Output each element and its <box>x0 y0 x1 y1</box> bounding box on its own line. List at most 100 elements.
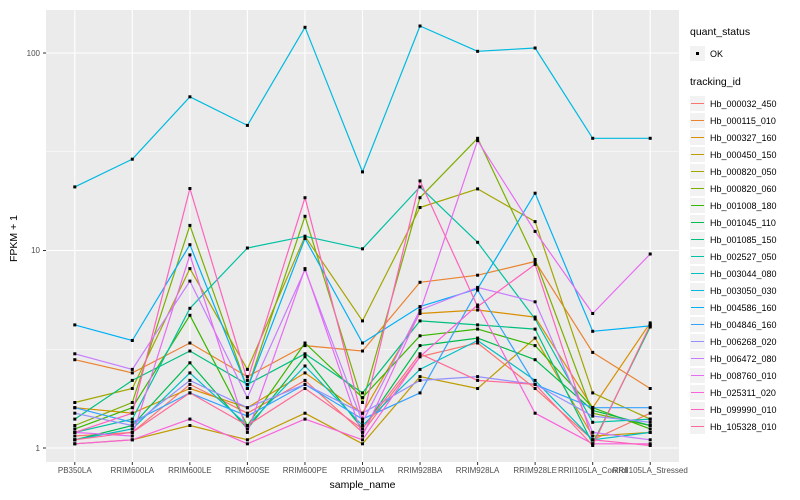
x-tick-label: RRII105LA_Stressed <box>612 466 688 475</box>
data-point <box>245 396 249 400</box>
data-point <box>418 305 422 309</box>
line-color-key <box>690 283 705 298</box>
data-point <box>648 323 652 327</box>
data-point <box>73 401 77 404</box>
legend-key-line <box>691 374 704 377</box>
data-point <box>533 262 537 266</box>
data-point <box>476 308 480 312</box>
data-point <box>188 417 192 421</box>
data-point <box>418 319 422 323</box>
legend-item-Hb_003050_030: Hb_003050_030 <box>690 283 777 298</box>
y-tick-label: 100 <box>26 48 40 58</box>
y-axis-title: FPKM + 1 <box>8 215 55 274</box>
data-point <box>361 430 364 434</box>
data-point <box>303 378 307 382</box>
data-point <box>476 323 480 327</box>
line-color-key <box>690 147 705 162</box>
data-point <box>188 95 192 99</box>
data-point <box>476 387 480 390</box>
data-point <box>648 427 652 431</box>
data-point <box>73 406 77 410</box>
data-point <box>361 349 364 353</box>
data-point <box>418 355 422 359</box>
data-point <box>591 438 595 442</box>
data-point <box>648 136 652 140</box>
legend-item-label: Hb_099990_010 <box>710 404 777 415</box>
data-point <box>533 46 537 50</box>
data-point <box>476 240 480 244</box>
data-point <box>303 237 307 240</box>
line-color-key <box>690 113 705 128</box>
data-point <box>476 339 480 342</box>
legend-key-line <box>691 119 704 122</box>
data-point <box>476 49 480 53</box>
x-tick-label: RRIM600LA <box>110 466 155 475</box>
legend-key-line <box>691 357 704 360</box>
legend-key-line <box>691 153 704 156</box>
y-tick-label: 10 <box>31 246 40 255</box>
legend-item-label: Hb_001085_150 <box>710 234 777 245</box>
x-tick-label: PB350LA <box>57 466 92 475</box>
data-point <box>303 234 307 238</box>
legend-key-line <box>691 272 704 275</box>
data-point <box>188 371 192 375</box>
legend-item-Hb_008760_010: Hb_008760_010 <box>690 368 777 383</box>
legend: quant_status OK tracking_id Hb_000032_45… <box>690 26 777 436</box>
data-point <box>361 319 364 323</box>
data-point <box>73 424 77 427</box>
tracking-legend-items: Hb_000032_450 Hb_000115_010 Hb_000327_160 H… <box>690 96 777 434</box>
data-point <box>476 136 480 140</box>
legend-key-line <box>691 289 704 292</box>
data-point <box>73 185 77 189</box>
data-point <box>73 442 77 446</box>
data-point <box>303 382 307 386</box>
data-point <box>418 378 422 382</box>
data-point <box>418 375 422 379</box>
data-point <box>188 391 192 395</box>
data-point <box>73 427 77 431</box>
data-point <box>418 185 422 189</box>
data-point <box>476 378 480 382</box>
legend-item-Hb_004846_160: Hb_004846_160 <box>690 317 777 332</box>
data-point <box>73 358 77 362</box>
data-point <box>533 300 537 304</box>
data-point <box>361 417 364 421</box>
data-point <box>188 424 192 427</box>
data-point <box>130 438 134 442</box>
point-marker-key <box>690 46 705 61</box>
legend-item-Hb_001045_110: Hb_001045_110 <box>690 215 777 230</box>
data-point <box>245 387 249 390</box>
data-point <box>591 136 595 140</box>
legend-item-Hb_000115_010: Hb_000115_010 <box>690 113 777 128</box>
legend-key-line <box>691 323 704 326</box>
line-color-key <box>690 402 705 417</box>
data-point <box>73 411 77 415</box>
data-point <box>591 312 595 315</box>
legend-item-Hb_000327_160: Hb_000327_160 <box>690 130 777 145</box>
legend-item-Hb_001085_150: Hb_001085_150 <box>690 232 777 247</box>
legend-item-label: Hb_105328_010 <box>710 421 777 432</box>
data-point <box>648 417 652 421</box>
data-point <box>188 253 192 257</box>
data-point <box>361 438 364 442</box>
data-point <box>130 417 134 421</box>
data-point <box>303 267 307 271</box>
legend-key-line <box>691 425 704 428</box>
data-point <box>245 438 249 442</box>
legend-item-label: Hb_001045_110 <box>710 217 776 228</box>
data-point <box>476 187 480 191</box>
data-point <box>418 344 422 348</box>
data-point <box>648 442 652 446</box>
data-point <box>361 427 364 431</box>
x-tick-label: RRIM600LE <box>168 466 212 475</box>
legend-item-label: Hb_000032_450 <box>710 98 777 109</box>
data-point <box>188 187 192 190</box>
data-point <box>591 420 595 424</box>
legend-item-Hb_004586_160: Hb_004586_160 <box>690 300 777 315</box>
data-point <box>303 196 307 200</box>
data-point <box>418 334 422 338</box>
data-point <box>361 420 364 424</box>
x-tick-label: RRIM901LA <box>340 466 385 475</box>
data-point <box>303 364 307 368</box>
